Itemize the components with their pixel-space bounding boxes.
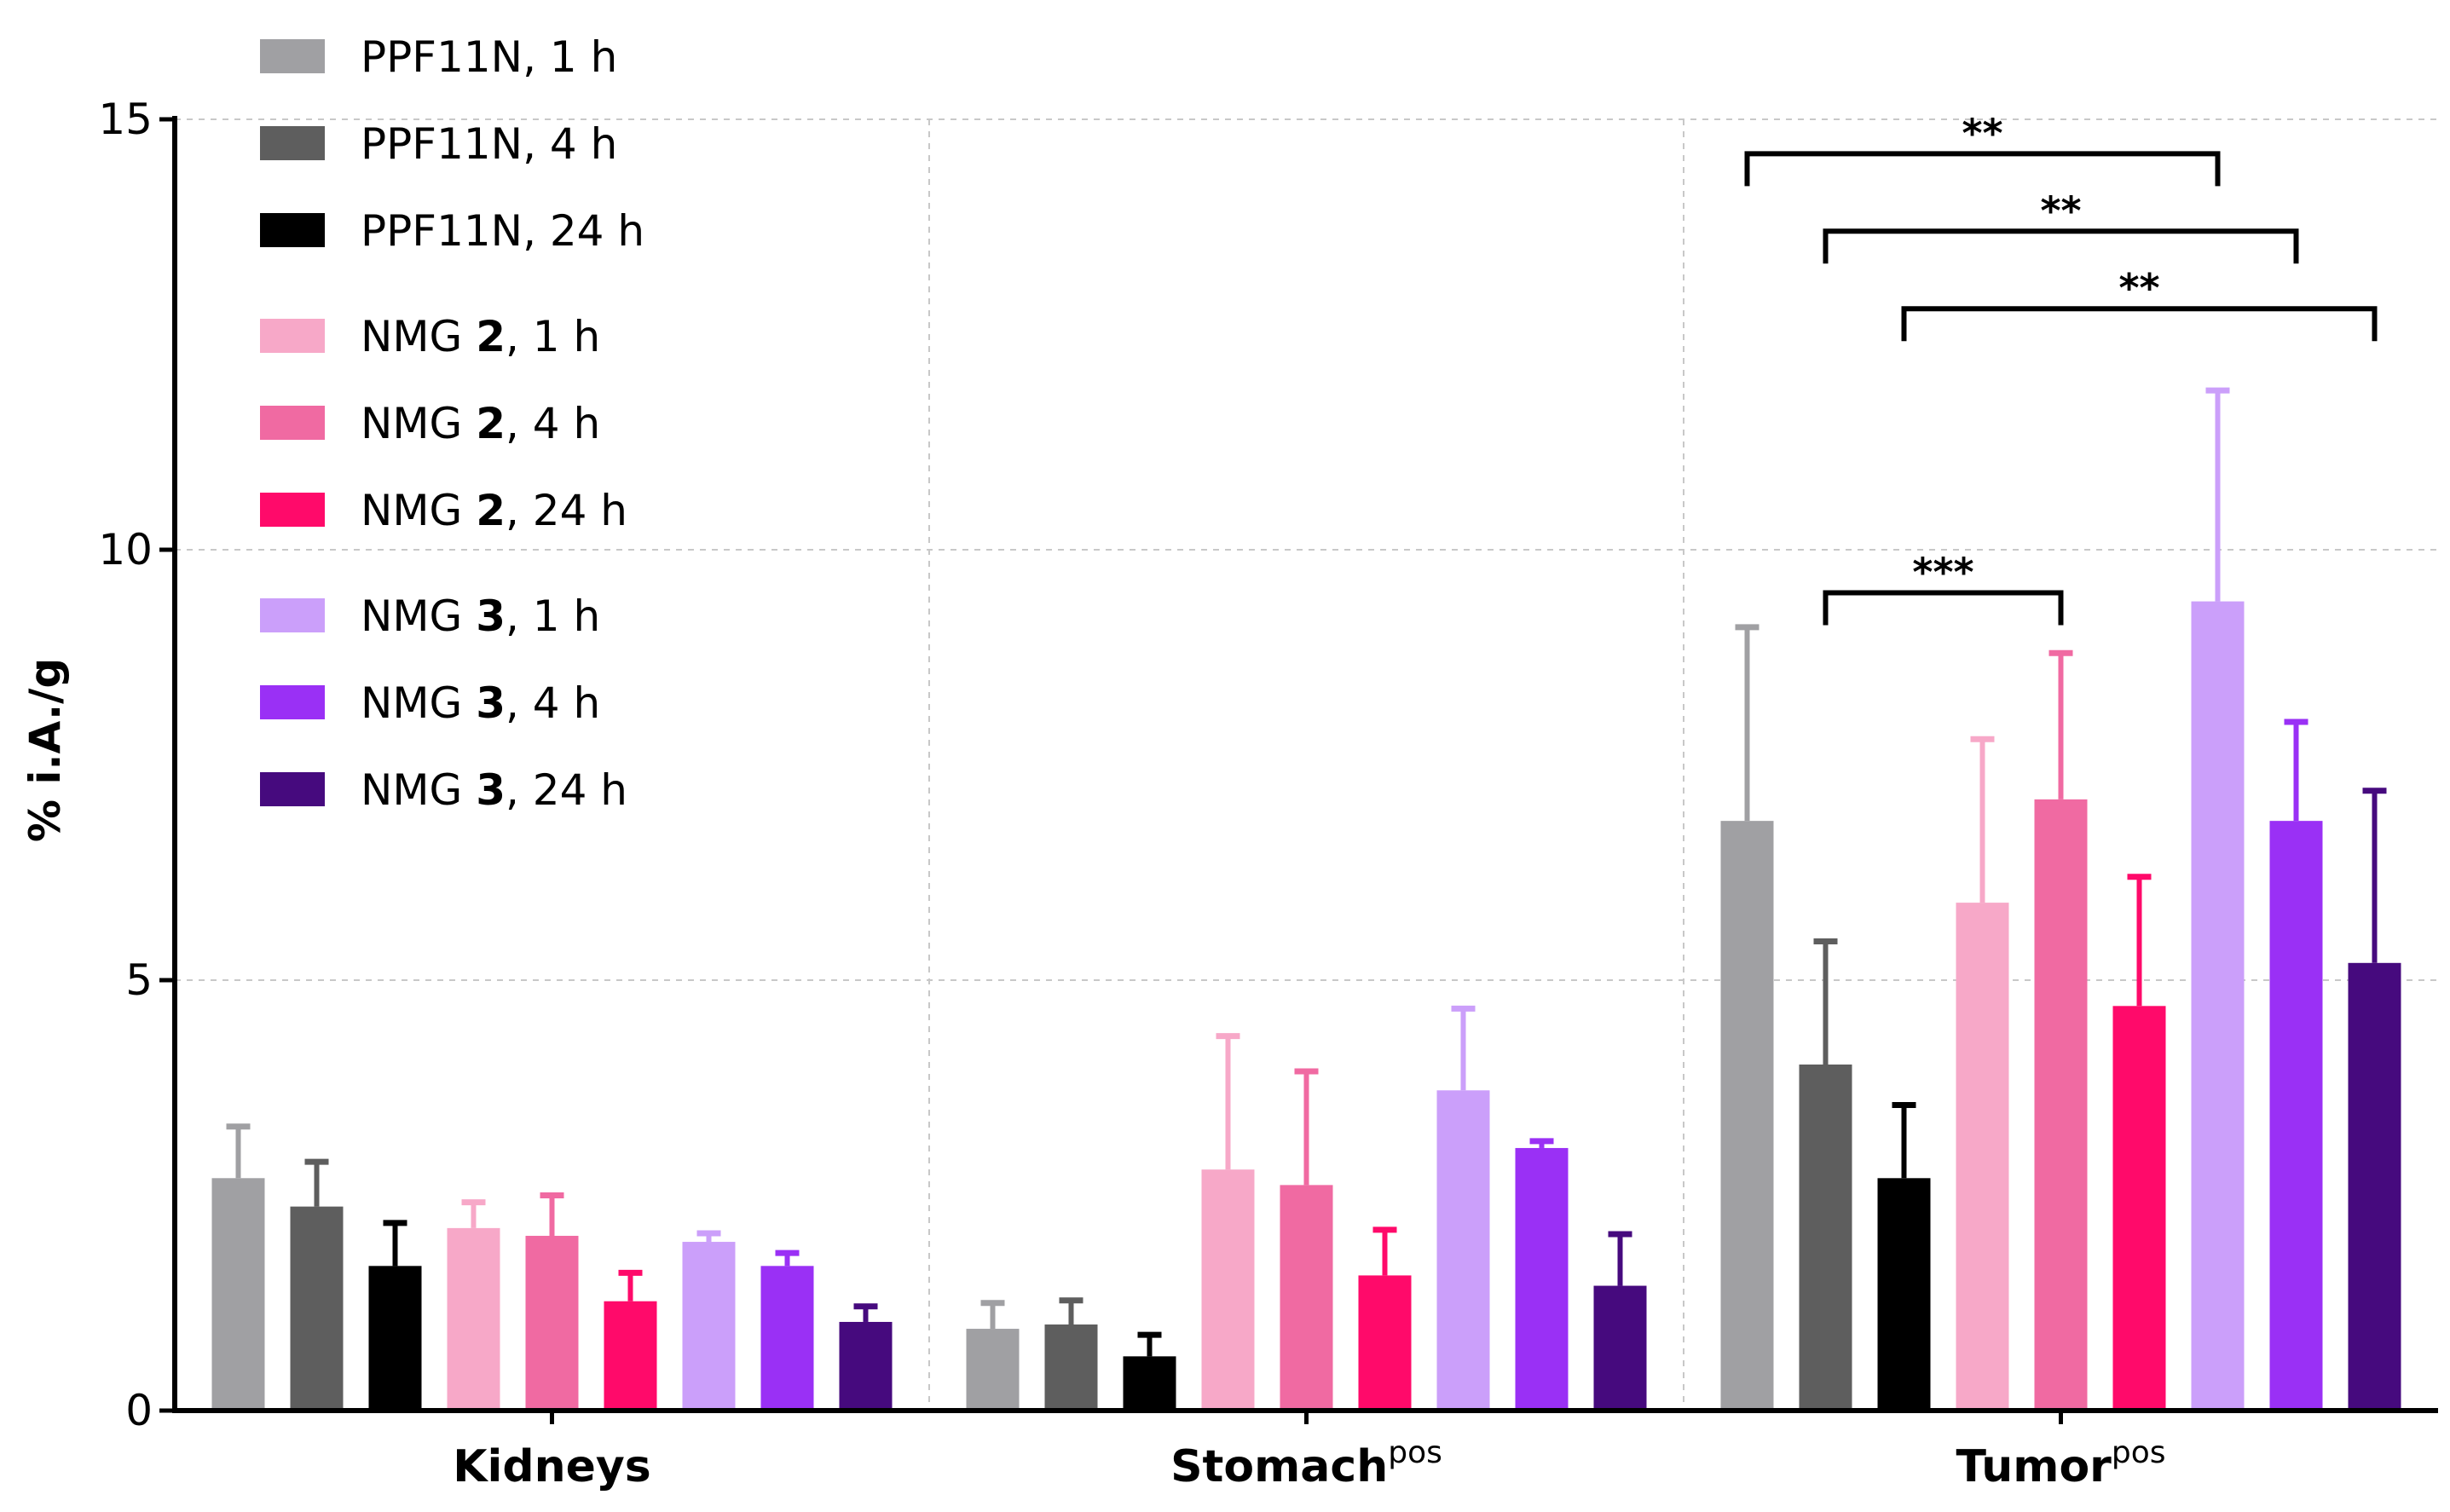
bar bbox=[1956, 903, 2009, 1411]
bar bbox=[1877, 1178, 1931, 1411]
bar bbox=[1280, 1185, 1333, 1411]
bar bbox=[2348, 962, 2401, 1411]
bar bbox=[839, 1321, 893, 1411]
legend-swatch bbox=[260, 39, 325, 73]
legend-label: NMG 3, 1 h bbox=[361, 592, 600, 641]
significance-bracket bbox=[1823, 590, 2064, 626]
legend-swatch bbox=[260, 598, 325, 632]
bar bbox=[2191, 601, 2245, 1411]
y-tick-label: 0 bbox=[125, 1386, 153, 1435]
legend-label: NMG 2, 1 h bbox=[361, 312, 600, 361]
legend-label: PPF11N, 24 h bbox=[361, 206, 644, 256]
legend-label: NMG 2, 4 h bbox=[361, 399, 600, 448]
significance-brackets: ********* bbox=[1744, 110, 2378, 626]
y-tick-label: 5 bbox=[125, 955, 153, 1005]
legend-swatch bbox=[260, 126, 325, 160]
legend-label: PPF11N, 4 h bbox=[361, 119, 617, 169]
bar bbox=[1720, 821, 1774, 1411]
bar bbox=[1593, 1285, 1647, 1411]
significance-label: ** bbox=[2118, 265, 2159, 311]
legend-swatch bbox=[260, 406, 325, 440]
axes: 0 5 10 15 Kidneys Stomachpos Tumorpos bbox=[98, 95, 2438, 1492]
legend-label: NMG 3, 4 h bbox=[361, 678, 600, 728]
bar bbox=[1123, 1356, 1176, 1411]
bar bbox=[525, 1235, 579, 1411]
bar bbox=[368, 1266, 422, 1411]
significance-bracket bbox=[1901, 306, 2378, 342]
x-tick-label: Stomachpos bbox=[1170, 1435, 1442, 1492]
bar bbox=[211, 1178, 265, 1411]
bar bbox=[1799, 1064, 1852, 1411]
legend-label: NMG 3, 24 h bbox=[361, 765, 627, 815]
significance-label: ** bbox=[1962, 110, 2002, 156]
y-axis-label: % i.A./g bbox=[20, 658, 70, 842]
legend-swatch bbox=[260, 213, 325, 247]
legend-label: NMG 2, 24 h bbox=[361, 486, 627, 535]
bar bbox=[604, 1301, 657, 1411]
significance-label: ** bbox=[2040, 188, 2081, 234]
bar bbox=[760, 1266, 814, 1411]
legend-swatch bbox=[260, 319, 325, 353]
y-tick-label: 10 bbox=[98, 525, 153, 574]
bar bbox=[966, 1329, 1020, 1411]
bar bbox=[1201, 1169, 1255, 1411]
bar bbox=[1515, 1147, 1569, 1411]
bars bbox=[211, 601, 2401, 1411]
legend-swatch bbox=[260, 685, 325, 719]
x-tick-label: Kidneys bbox=[453, 1441, 650, 1492]
bar bbox=[2034, 799, 2088, 1411]
bar bbox=[682, 1242, 736, 1411]
legend-label: PPF11N, 1 h bbox=[361, 32, 617, 82]
y-tick-label: 15 bbox=[98, 95, 153, 144]
x-tick-label: Tumorpos bbox=[1956, 1435, 2166, 1492]
legend-swatch bbox=[260, 493, 325, 527]
bar bbox=[2112, 1006, 2166, 1411]
bar bbox=[2269, 821, 2323, 1411]
bar bbox=[1358, 1275, 1412, 1411]
bar bbox=[290, 1206, 344, 1411]
error-bars bbox=[226, 387, 2387, 1357]
legend-swatch bbox=[260, 772, 325, 806]
bar bbox=[1436, 1090, 1490, 1411]
significance-label: *** bbox=[1912, 550, 1973, 596]
significance-bracket bbox=[1744, 151, 2221, 187]
significance-bracket bbox=[1823, 228, 2299, 264]
bar bbox=[447, 1227, 500, 1411]
bar bbox=[1044, 1324, 1098, 1411]
legend: PPF11N, 1 h PPF11N, 4 h PPF11N, 24 h NMG 2,… bbox=[260, 32, 644, 815]
